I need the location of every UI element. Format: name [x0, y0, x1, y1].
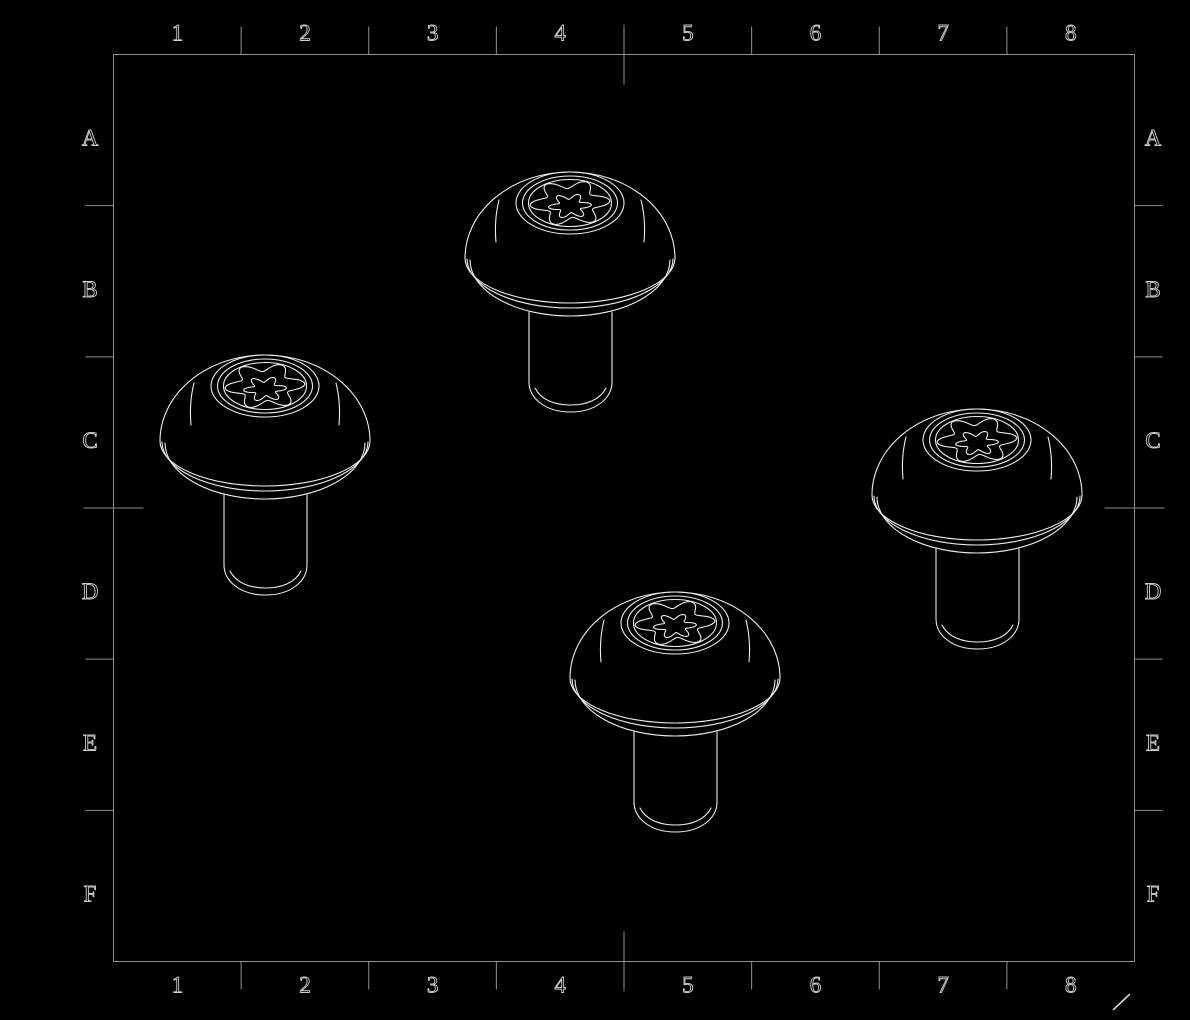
column-label-top-4: 4	[554, 21, 566, 46]
row-label-right-E: E	[1146, 730, 1160, 755]
column-label-bottom-7: 7	[937, 973, 949, 998]
zone-labels: 1 1 2 2 3 3 4 4 5 5 6 6 7 7 8 8 A A B B C C D D E E F F	[81, 20, 1162, 998]
screw-view-bottom	[569, 591, 781, 833]
row-label-right-A: A	[1145, 126, 1162, 151]
row-label-left-D: D	[82, 579, 99, 604]
screw-view-left	[159, 354, 371, 596]
column-label-bottom-3: 3	[427, 973, 439, 998]
column-label-bottom-2: 2	[299, 973, 311, 998]
row-label-right-F: F	[1147, 881, 1160, 906]
row-label-right-C: C	[1145, 428, 1160, 453]
screw-view-right	[871, 408, 1083, 650]
column-label-bottom-8: 8	[1065, 973, 1077, 998]
column-label-top-8: 8	[1065, 21, 1077, 46]
column-label-top-1: 1	[172, 21, 184, 46]
sheet-border	[113, 54, 1135, 962]
row-label-left-F: F	[84, 881, 97, 906]
zone-ticks	[83, 24, 1165, 992]
column-label-top-3: 3	[427, 21, 439, 46]
sheet-corner-mark	[1112, 993, 1131, 1011]
column-label-top-7: 7	[937, 21, 949, 46]
column-label-bottom-1: 1	[172, 973, 184, 998]
screw-views	[159, 171, 1083, 833]
column-label-bottom-5: 5	[682, 973, 694, 998]
screw-view-top	[464, 171, 676, 413]
row-label-left-E: E	[83, 730, 97, 755]
column-label-top-5: 5	[682, 21, 694, 46]
row-label-left-B: B	[82, 277, 97, 302]
column-label-bottom-6: 6	[810, 973, 822, 998]
row-label-left-A: A	[82, 126, 99, 151]
row-label-right-B: B	[1145, 277, 1160, 302]
column-label-top-2: 2	[299, 21, 311, 46]
row-label-right-D: D	[1145, 579, 1162, 604]
column-label-bottom-4: 4	[554, 973, 566, 998]
column-label-top-6: 6	[810, 21, 822, 46]
row-label-left-C: C	[82, 428, 97, 453]
